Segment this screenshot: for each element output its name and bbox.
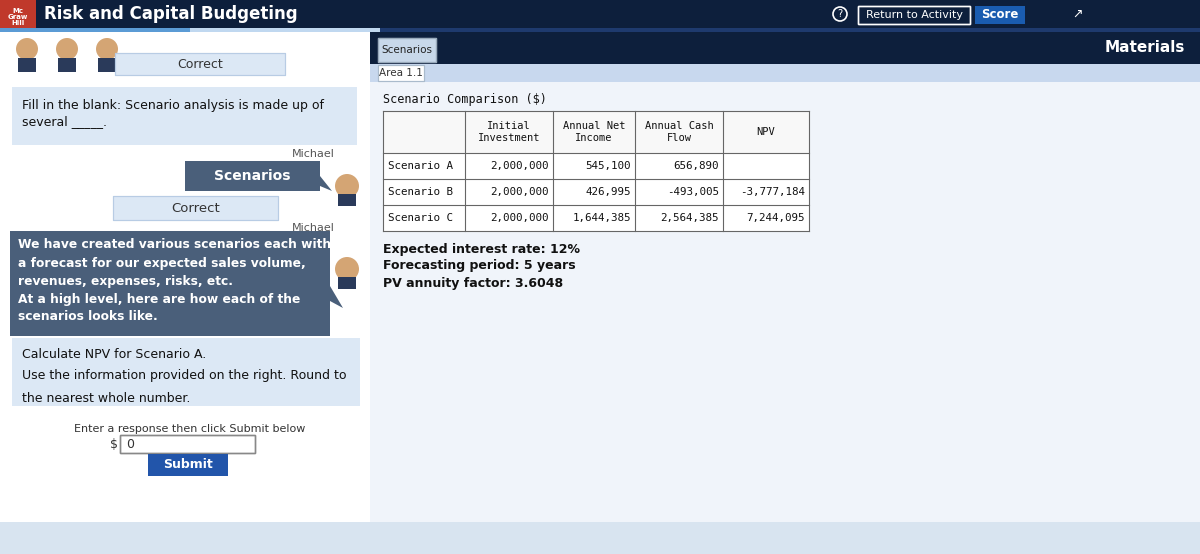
Text: Correct: Correct xyxy=(178,58,223,70)
Text: Annual Cash: Annual Cash xyxy=(644,121,713,131)
Bar xyxy=(115,53,286,75)
Bar xyxy=(338,277,356,289)
Text: Michael: Michael xyxy=(292,149,335,159)
Text: PV annuity factor: 3.6048: PV annuity factor: 3.6048 xyxy=(383,276,563,290)
Bar xyxy=(383,111,809,153)
Bar xyxy=(383,179,809,205)
Text: Return to Activity: Return to Activity xyxy=(865,10,962,20)
Text: At a high level, here are how each of the: At a high level, here are how each of th… xyxy=(18,293,300,305)
Bar xyxy=(185,161,320,191)
Circle shape xyxy=(56,38,78,60)
Bar xyxy=(0,28,1200,32)
Bar xyxy=(974,6,1025,24)
Bar xyxy=(0,0,1200,28)
Bar xyxy=(190,28,380,32)
Text: Graw: Graw xyxy=(8,14,28,20)
Text: revenues, expenses, risks, etc.: revenues, expenses, risks, etc. xyxy=(18,274,233,288)
Bar xyxy=(378,38,436,62)
Text: 2,000,000: 2,000,000 xyxy=(491,161,550,171)
Text: scenarios looks like.: scenarios looks like. xyxy=(18,310,157,324)
Text: Scenario B: Scenario B xyxy=(388,187,454,197)
Bar xyxy=(18,58,36,72)
Text: Use the information provided on the right. Round to: Use the information provided on the righ… xyxy=(22,370,347,382)
Text: several _____.: several _____. xyxy=(22,115,107,129)
Bar xyxy=(370,64,1200,82)
Text: Score: Score xyxy=(982,8,1019,22)
Text: Submit: Submit xyxy=(163,459,212,471)
Bar xyxy=(370,0,1200,522)
Circle shape xyxy=(96,38,118,60)
Bar xyxy=(383,153,809,179)
Bar xyxy=(113,196,278,220)
Text: Scenarios: Scenarios xyxy=(382,45,432,55)
Text: Michael: Michael xyxy=(292,223,335,233)
Text: Scenario Comparison ($): Scenario Comparison ($) xyxy=(383,93,547,105)
Text: Investment: Investment xyxy=(478,133,540,143)
Bar xyxy=(383,205,809,231)
Bar xyxy=(338,194,356,206)
Text: Annual Net: Annual Net xyxy=(563,121,625,131)
Bar xyxy=(120,435,256,453)
Text: ↗: ↗ xyxy=(1073,8,1084,20)
Text: 2,000,000: 2,000,000 xyxy=(491,187,550,197)
Bar xyxy=(115,53,286,75)
Text: Scenarios: Scenarios xyxy=(215,169,290,183)
Text: -3,777,184: -3,777,184 xyxy=(740,187,805,197)
Text: Scenario C: Scenario C xyxy=(388,213,454,223)
Bar xyxy=(370,32,1200,64)
Text: 426,995: 426,995 xyxy=(586,187,631,197)
Text: Materials: Materials xyxy=(1105,40,1186,55)
Text: Flow: Flow xyxy=(666,133,691,143)
Bar xyxy=(378,38,436,62)
Text: Scenario A: Scenario A xyxy=(388,161,454,171)
Circle shape xyxy=(335,174,359,198)
Text: Fill in the blank: Scenario analysis is made up of: Fill in the blank: Scenario analysis is … xyxy=(22,99,324,111)
Bar xyxy=(858,6,970,24)
Bar xyxy=(378,65,424,81)
Polygon shape xyxy=(330,286,343,308)
Bar xyxy=(98,58,116,72)
Bar xyxy=(58,58,76,72)
Text: 0: 0 xyxy=(126,438,134,450)
Text: a forecast for our expected sales volume,: a forecast for our expected sales volume… xyxy=(18,257,306,269)
Text: We have created various scenarios each with: We have created various scenarios each w… xyxy=(18,239,331,252)
Bar xyxy=(113,196,278,220)
Text: 656,890: 656,890 xyxy=(673,161,719,171)
Text: Income: Income xyxy=(575,133,613,143)
Text: Mc: Mc xyxy=(12,8,24,14)
Bar xyxy=(378,65,424,81)
Circle shape xyxy=(335,257,359,281)
Bar xyxy=(0,0,370,522)
Bar xyxy=(148,454,228,476)
Text: 7,244,095: 7,244,095 xyxy=(746,213,805,223)
Text: Hill: Hill xyxy=(11,20,25,26)
Bar xyxy=(10,231,330,336)
Bar xyxy=(858,6,970,24)
Bar xyxy=(12,87,358,145)
Bar xyxy=(0,522,1200,554)
Text: Area 1.1: Area 1.1 xyxy=(379,68,422,78)
Text: ?: ? xyxy=(838,9,842,19)
Polygon shape xyxy=(320,176,332,191)
Text: -493,005: -493,005 xyxy=(667,187,719,197)
Circle shape xyxy=(16,38,38,60)
Text: Expected interest rate: 12%: Expected interest rate: 12% xyxy=(383,243,580,255)
Bar xyxy=(12,338,360,406)
Text: 1,644,385: 1,644,385 xyxy=(572,213,631,223)
Text: Enter a response then click Submit below: Enter a response then click Submit below xyxy=(74,424,306,434)
Text: Correct: Correct xyxy=(172,202,221,214)
Text: Calculate NPV for Scenario A.: Calculate NPV for Scenario A. xyxy=(22,347,206,361)
Text: 2,000,000: 2,000,000 xyxy=(491,213,550,223)
Text: 2,564,385: 2,564,385 xyxy=(660,213,719,223)
Text: Forecasting period: 5 years: Forecasting period: 5 years xyxy=(383,259,576,273)
Text: NPV: NPV xyxy=(757,127,775,137)
Text: 545,100: 545,100 xyxy=(586,161,631,171)
Text: the nearest whole number.: the nearest whole number. xyxy=(22,392,191,404)
Bar xyxy=(0,28,190,32)
Text: Risk and Capital Budgeting: Risk and Capital Budgeting xyxy=(44,5,298,23)
Bar xyxy=(0,0,36,28)
Text: Initial: Initial xyxy=(487,121,530,131)
Bar xyxy=(120,435,256,453)
Text: $: $ xyxy=(110,438,118,450)
